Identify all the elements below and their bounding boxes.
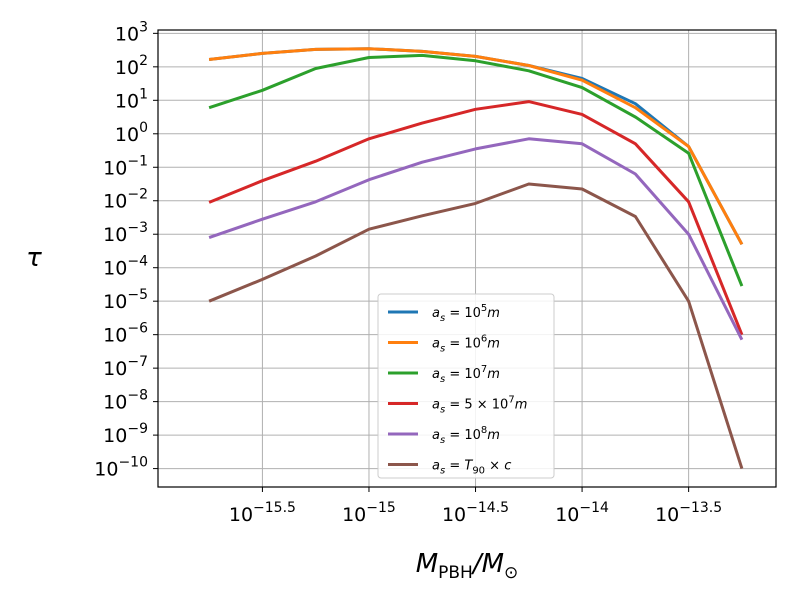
y-tick-label: 10−4: [103, 254, 148, 280]
y-tick-label: 10−2: [103, 187, 148, 213]
series-layer: [208, 47, 744, 470]
legend-box: [377, 293, 555, 479]
plot-frame: [157, 29, 777, 488]
series-line-2: [208, 47, 744, 246]
series-line-3: [208, 53, 744, 287]
y-tick-label: 100: [115, 120, 148, 146]
y-tick-label: 102: [115, 53, 148, 79]
x-tick-label: 10−15: [342, 500, 396, 526]
x-axis-label: MPBH/M⊙: [416, 549, 519, 583]
series-line-4: [208, 100, 744, 336]
legend-label-6: as = T90 × c: [432, 459, 511, 477]
y-tick-label: 10−8: [103, 388, 148, 414]
y-tick-label: 10−9: [103, 421, 148, 447]
legend: as = 105m as = 106m as = 107m as = 5 × 107m…: [377, 293, 555, 479]
tick-layer: 10−15.5 10−15 10−14.5 10−14 10−13.5 103 102 101…: [94, 19, 722, 526]
y-tick-label: 103: [115, 19, 148, 45]
legend-label-5: as = 108m: [432, 425, 500, 446]
x-tick-label: 10−14.5: [442, 500, 509, 526]
x-tick-label: 10−13.5: [655, 500, 722, 526]
y-tick-label: 10−6: [103, 321, 148, 347]
y-tick-label: 10−7: [103, 354, 148, 380]
y-tick-label: 10−1: [103, 153, 148, 179]
series-line-6: [208, 182, 744, 470]
y-tick-label: 10−10: [94, 455, 148, 481]
x-tick-label: 10−14: [555, 500, 609, 526]
y-tick-label: 101: [115, 86, 148, 112]
legend-label-4: as = 5 × 107m: [432, 395, 527, 416]
y-axis-label: τ: [26, 243, 42, 273]
y-tick-label: 10−3: [103, 220, 148, 246]
legend-label-2: as = 106m: [432, 334, 500, 355]
legend-items: as = 105m as = 106m as = 107m as = 5 × 107m…: [388, 303, 527, 477]
legend-label-1: as = 105m: [432, 303, 500, 324]
x-tick-label: 10−15.5: [229, 500, 296, 526]
y-tick-label: 10−5: [103, 287, 148, 313]
legend-label-3: as = 107m: [432, 364, 500, 385]
series-line-5: [208, 137, 744, 341]
